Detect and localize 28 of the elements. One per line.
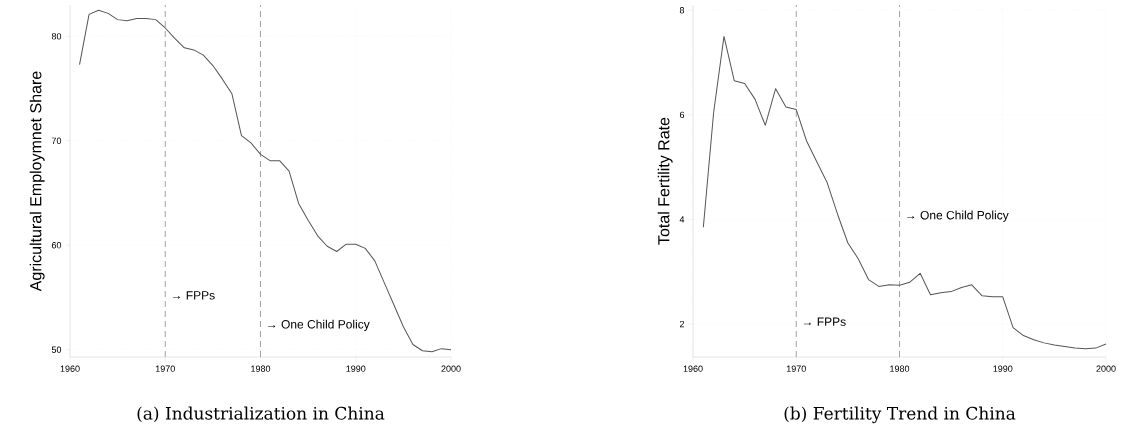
x-tick-label: 1980 <box>251 365 271 372</box>
x-tick-label: 1980 <box>890 365 910 372</box>
text: (a) Industrialization in China <box>137 406 385 423</box>
y-tick-label: 2 <box>679 320 685 328</box>
line-series <box>702 35 1107 350</box>
y-axis-title: Agricultural Employmnet Share <box>29 71 45 292</box>
x-tick-label: 1990 <box>993 365 1013 372</box>
line-series <box>79 9 452 353</box>
y-axis-title: Total Fertility Rate <box>657 117 673 245</box>
x-tick-label: 1990 <box>346 365 366 372</box>
ref-line-label: → FPPs <box>172 291 215 300</box>
x-tick-label: 1970 <box>155 365 175 372</box>
ref-line-label: → FPPs <box>803 317 846 326</box>
text: (b) Fertility Trend in China <box>784 406 1016 424</box>
y-tick-label: 80 <box>51 33 62 40</box>
y-tick-label: 8 <box>679 7 685 14</box>
y-tick-label: 60 <box>51 242 62 249</box>
x-tick-label: 2000 <box>1096 365 1116 372</box>
y-tick-label: 50 <box>51 346 62 353</box>
x-tick-label: 1960 <box>60 365 80 372</box>
ref-line-label: → One Child Policy <box>268 319 370 331</box>
x-tick-label: 2000 <box>441 365 461 372</box>
ref-line-label: → One Child Policy <box>907 210 1009 222</box>
x-tick-label: 1970 <box>786 365 806 372</box>
y-tick-label: 70 <box>51 137 62 144</box>
y-tick-label: 4 <box>679 216 685 223</box>
y-tick-label: 6 <box>679 111 685 119</box>
x-tick-label: 1960 <box>683 365 703 372</box>
